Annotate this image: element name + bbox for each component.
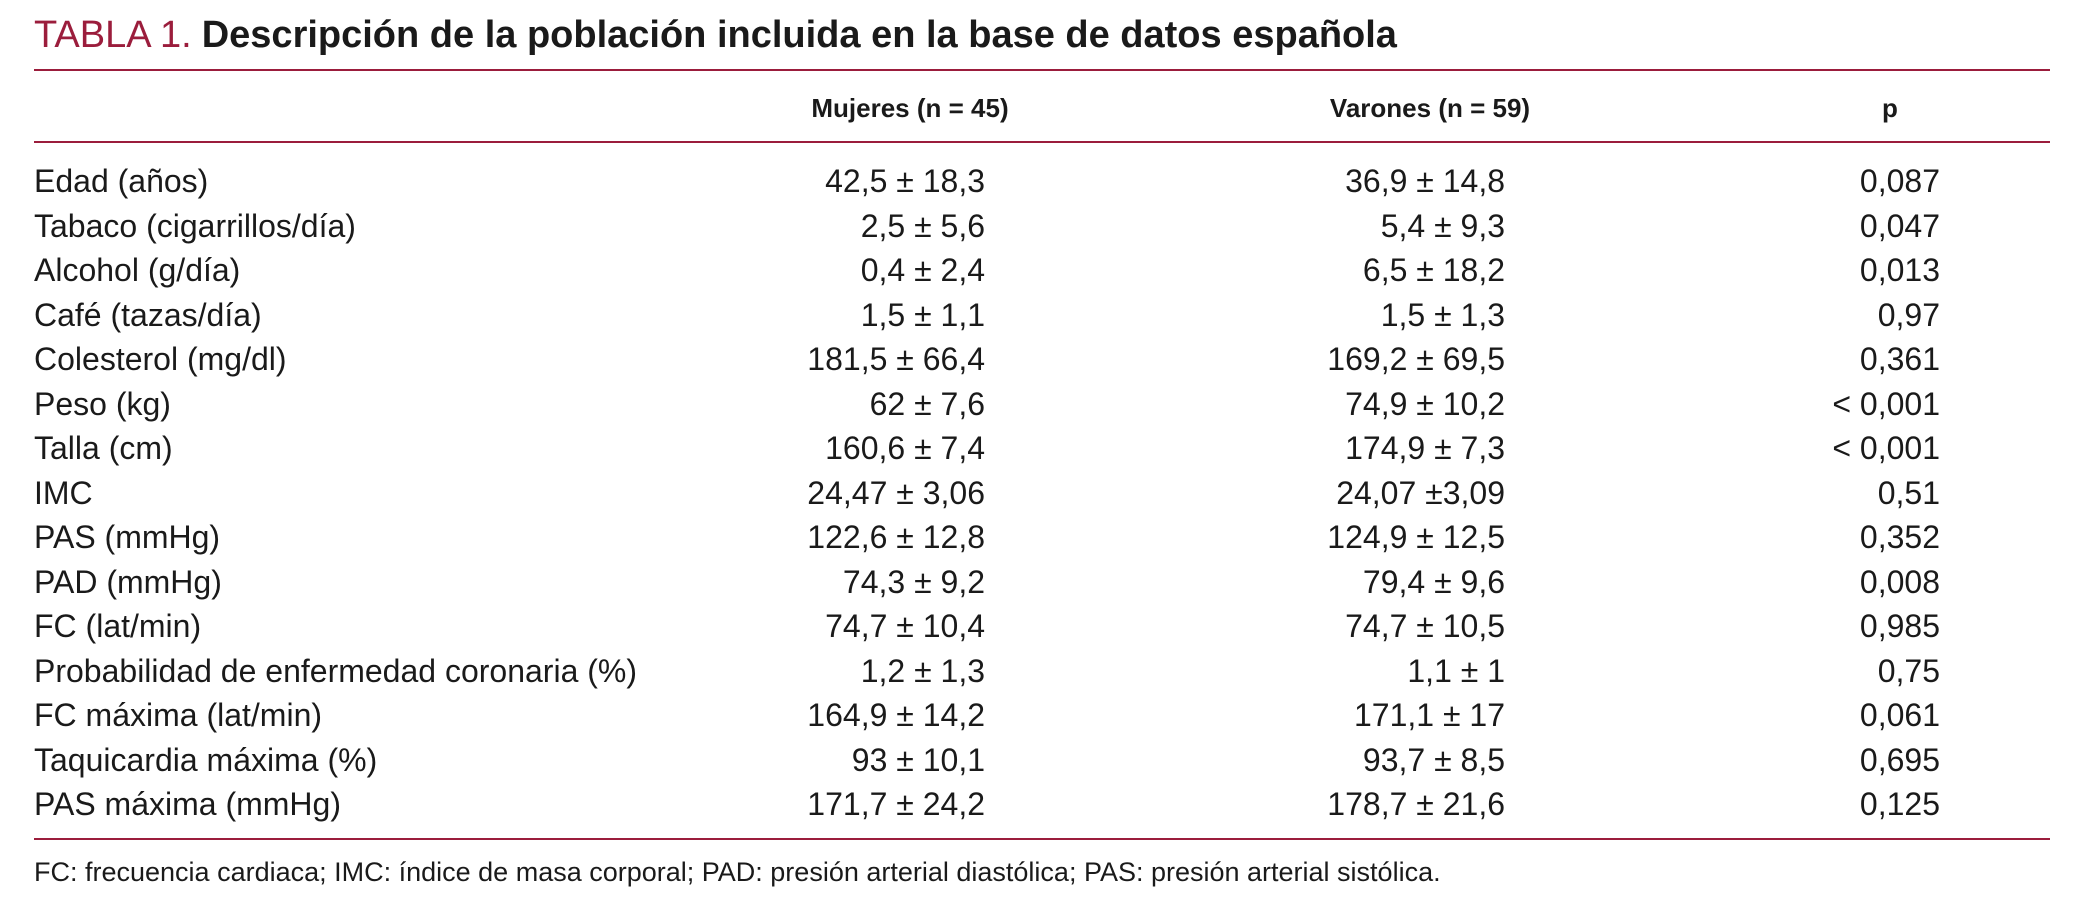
row-label: FC máxima (lat/min) [34, 697, 323, 733]
cell-mujeres: 164,9 ± 14,2 [807, 697, 985, 733]
row-label: Tabaco (cigarrillos/día) [34, 207, 356, 244]
cell-varones: 5,4 ± 9,3 [1380, 207, 1505, 244]
cell-p: 0,352 [1859, 519, 1940, 555]
header-p: p [1882, 93, 1898, 123]
cell-varones: 6,5 ± 18,2 [1362, 252, 1505, 288]
cell-p: < 0,001 [1832, 385, 1940, 422]
cell-varones: 74,7 ± 10,5 [1345, 608, 1505, 644]
cell-p: 0,97 [1877, 296, 1940, 333]
header-varones: Varones (n = 59) [1329, 93, 1531, 123]
table-footnote: FC: frecuencia cardiaca; IMC: índice de … [34, 857, 1441, 887]
cell-varones: 36,9 ± 14,8 [1345, 163, 1505, 199]
row-label: PAS (mmHg) [34, 519, 221, 555]
table-row: Peso (kg) 62 ± 7,6 74,9 ± 10,2 < 0,001 [0, 382, 2079, 426]
cell-varones: 178,7 ± 21,6 [1327, 786, 1505, 822]
cell-p: 0,695 [1859, 741, 1940, 778]
row-label: Probabilidad de enfermedad coronaria (%) [34, 652, 638, 689]
cell-mujeres: 24,47 ± 3,06 [807, 474, 985, 511]
row-label: Talla (cm) [34, 430, 173, 466]
table-row: Café (tazas/día) 1,5 ± 1,1 1,5 ± 1,3 0,97 [0, 293, 2079, 337]
row-label: PAD (mmHg) [34, 563, 222, 600]
row-label: Colesterol (mg/dl) [34, 341, 287, 377]
table-row: PAS máxima (mmHg) 171,7 ± 24,2 178,7 ± 21,… [0, 782, 2079, 826]
cell-varones: 169,2 ± 69,5 [1327, 341, 1505, 377]
table-row: PAS (mmHg) 122,6 ± 12,8 124,9 ± 12,5 0,352 [0, 515, 2079, 559]
cell-p: 0,013 [1859, 252, 1940, 288]
table-title-text: Descripción de la población incluida en … [201, 14, 1397, 56]
cell-mujeres: 0,4 ± 2,4 [860, 252, 985, 288]
header-mujeres: Mujeres (n = 45) [811, 93, 1009, 123]
row-label: Peso (kg) [34, 385, 171, 422]
row-label: PAS máxima (mmHg) [34, 786, 341, 822]
row-label: IMC [34, 474, 93, 511]
cell-mujeres: 160,6 ± 7,4 [825, 430, 985, 466]
cell-mujeres: 74,7 ± 10,4 [825, 608, 985, 644]
row-label: Edad (años) [34, 163, 209, 199]
table-row: PAD (mmHg) 74,3 ± 9,2 79,4 ± 9,6 0,008 [0, 560, 2079, 604]
cell-p: 0,125 [1859, 786, 1940, 822]
top-rule [34, 69, 2050, 71]
cell-p: 0,008 [1859, 563, 1940, 600]
row-label: FC (lat/min) [34, 608, 202, 644]
table-title-label: TABLA 1. [34, 14, 192, 56]
cell-p: 0,51 [1877, 474, 1940, 511]
cell-varones: 1,1 ± 1 [1407, 652, 1505, 689]
table-row: Probabilidad de enfermedad coronaria (%)… [0, 649, 2079, 693]
table-header-row: Mujeres (n = 45) Varones (n = 59) p [0, 88, 2079, 128]
cell-mujeres: 62 ± 7,6 [869, 385, 985, 422]
cell-varones: 79,4 ± 9,6 [1362, 563, 1505, 600]
cell-mujeres: 74,3 ± 9,2 [842, 563, 985, 600]
table-title: TABLA 1. Descripción de la población incl… [34, 12, 1397, 58]
table-row: IMC 24,47 ± 3,06 24,07 ±3,09 0,51 [0, 471, 2079, 515]
table-row: Edad (años) 42,5 ± 18,3 36,9 ± 14,8 0,087 [0, 159, 2079, 203]
cell-mujeres: 93 ± 10,1 [851, 741, 985, 778]
table-row: Alcohol (g/día) 0,4 ± 2,4 6,5 ± 18,2 0,013 [0, 248, 2079, 292]
table-row: FC (lat/min) 74,7 ± 10,4 74,7 ± 10,5 0,985 [0, 604, 2079, 648]
table-row: FC máxima (lat/min) 164,9 ± 14,2 171,1 ± 1… [0, 693, 2079, 737]
cell-varones: 171,1 ± 17 [1353, 697, 1505, 733]
cell-mujeres: 1,5 ± 1,1 [860, 296, 985, 333]
cell-mujeres: 42,5 ± 18,3 [825, 163, 985, 199]
cell-varones: 74,9 ± 10,2 [1345, 385, 1505, 422]
table-row: Tabaco (cigarrillos/día) 2,5 ± 5,6 5,4 ± 9… [0, 204, 2079, 248]
cell-mujeres: 1,2 ± 1,3 [860, 652, 985, 689]
cell-varones: 124,9 ± 12,5 [1327, 519, 1505, 555]
cell-varones: 1,5 ± 1,3 [1380, 296, 1505, 333]
bottom-rule [34, 838, 2050, 840]
cell-p: 0,361 [1859, 341, 1940, 377]
header-rule [34, 141, 2050, 143]
table-row: Talla (cm) 160,6 ± 7,4 174,9 ± 7,3 < 0,001 [0, 426, 2079, 470]
cell-varones: 93,7 ± 8,5 [1362, 741, 1505, 778]
row-label: Alcohol (g/día) [34, 252, 241, 288]
cell-p: 0,985 [1859, 608, 1940, 644]
cell-mujeres: 2,5 ± 5,6 [860, 207, 985, 244]
cell-varones: 24,07 ±3,09 [1336, 474, 1505, 511]
cell-mujeres: 122,6 ± 12,8 [807, 519, 985, 555]
cell-mujeres: 181,5 ± 66,4 [807, 341, 985, 377]
cell-p: 0,75 [1877, 652, 1940, 689]
cell-p: 0,087 [1859, 163, 1940, 199]
cell-p: 0,047 [1859, 207, 1940, 244]
cell-p: < 0,001 [1832, 430, 1940, 466]
row-label: Café (tazas/día) [34, 296, 262, 333]
cell-mujeres: 171,7 ± 24,2 [807, 786, 985, 822]
cell-p: 0,061 [1859, 697, 1940, 733]
table-row: Taquicardia máxima (%) 93 ± 10,1 93,7 ± 8,… [0, 738, 2079, 782]
row-label: Taquicardia máxima (%) [34, 741, 378, 778]
cell-varones: 174,9 ± 7,3 [1345, 430, 1505, 466]
table-row: Colesterol (mg/dl) 181,5 ± 66,4 169,2 ± 69… [0, 337, 2079, 381]
